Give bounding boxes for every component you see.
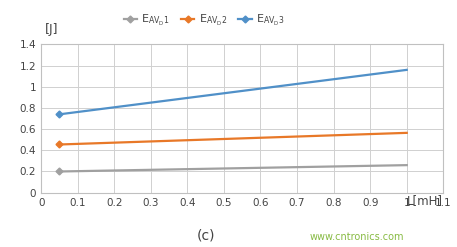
Text: L[mH]: L[mH] — [407, 194, 443, 207]
Text: www.cntronics.com: www.cntronics.com — [309, 232, 404, 242]
Legend: $\mathregular{E_{AV_D1}}$, $\mathregular{E_{AV_D2}}$, $\mathregular{E_{AV_D3}}$: $\mathregular{E_{AV_D1}}$, $\mathregular… — [119, 8, 289, 32]
Text: (c): (c) — [197, 228, 215, 242]
Text: [J]: [J] — [45, 22, 58, 36]
